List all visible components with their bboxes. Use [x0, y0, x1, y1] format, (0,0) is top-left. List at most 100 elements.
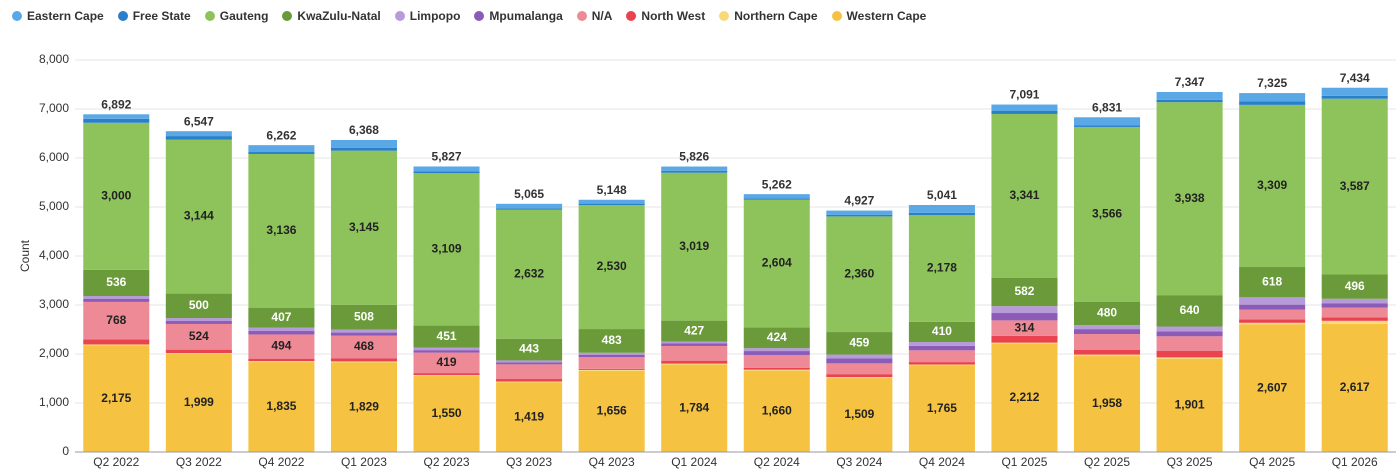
bar-segment — [743, 194, 810, 199]
legend-item[interactable]: Western Cape — [831, 9, 926, 23]
x-tick-label: Q4 2024 — [919, 455, 965, 469]
bar-segment — [991, 277, 1058, 307]
bar-segment — [248, 307, 315, 328]
bar-segment — [330, 361, 397, 363]
data-label: 410 — [932, 324, 952, 338]
data-label: 443 — [519, 342, 539, 356]
bar-segment — [1239, 304, 1306, 310]
bar-segment — [743, 199, 810, 328]
bar-segment — [578, 205, 645, 330]
legend-label: N/A — [591, 9, 613, 23]
data-label: 3,145 — [349, 220, 379, 234]
data-label: 500 — [189, 298, 209, 312]
x-tick-label: Q3 2025 — [1167, 455, 1213, 469]
bar-segment — [991, 320, 1058, 336]
bar-segment — [908, 364, 975, 366]
bar-segment — [1074, 334, 1141, 350]
bar-segment — [413, 173, 480, 326]
legend-item[interactable]: KwaZulu-Natal — [282, 9, 381, 23]
bar-segment — [578, 357, 645, 369]
total-label: 6,368 — [349, 123, 379, 137]
x-tick-label: Q2 2022 — [93, 455, 139, 469]
bar-segment — [578, 368, 645, 370]
legend-item[interactable]: Northern Cape — [719, 9, 818, 23]
bar-segment — [330, 329, 397, 333]
bar-segment — [1239, 309, 1306, 320]
bar-segment — [1156, 102, 1223, 296]
legend-item[interactable]: Gauteng — [204, 9, 268, 23]
data-label: 451 — [437, 329, 457, 343]
data-label: 314 — [1014, 320, 1034, 334]
bar-segment — [1239, 322, 1306, 325]
bar-segment — [165, 321, 232, 324]
bar-segment — [413, 166, 480, 172]
bar-segment — [248, 334, 315, 359]
bar-segment — [991, 313, 1058, 321]
legend-label: Free State — [132, 9, 191, 23]
legend-item[interactable]: Eastern Cape — [12, 9, 104, 23]
bar-segment — [991, 343, 1058, 452]
bar-segment — [165, 323, 232, 350]
bar-segment — [1321, 98, 1388, 275]
y-tick-label: 1,000 — [39, 395, 69, 409]
data-label: 1,656 — [597, 404, 627, 418]
legend-item[interactable]: Limpopo — [394, 9, 460, 23]
bar-segment — [1156, 331, 1223, 337]
legend-item[interactable]: N/A — [576, 9, 613, 23]
bar-segment — [248, 358, 315, 362]
bar-segment — [413, 171, 480, 174]
legend-item[interactable]: North West — [626, 9, 705, 23]
bar-segment — [661, 172, 728, 321]
bar-segment — [330, 332, 397, 336]
bar-segment — [908, 362, 975, 365]
bar-segment — [413, 347, 480, 351]
total-label: 4,927 — [844, 194, 874, 208]
total-label: 6,547 — [184, 114, 214, 128]
bar-segment — [496, 209, 563, 339]
data-label: 2,530 — [597, 259, 627, 273]
bar-segment — [1156, 326, 1223, 332]
bar-segment — [743, 369, 810, 371]
data-label: 2,607 — [1257, 380, 1287, 394]
y-tick-label: 3,000 — [39, 297, 69, 311]
y-tick-label: 8,000 — [39, 52, 69, 66]
bar-segment — [991, 113, 1058, 278]
bar-segment — [991, 306, 1058, 314]
data-label: 459 — [849, 335, 869, 349]
data-label: 3,136 — [266, 223, 296, 237]
x-tick-label: Q4 2025 — [1249, 455, 1295, 469]
legend-item[interactable]: Free State — [117, 9, 191, 23]
bar-segment — [496, 203, 563, 209]
bar-segment — [661, 363, 728, 365]
bar-segment — [83, 345, 150, 452]
bar-segment — [496, 379, 563, 382]
legend-item[interactable]: Mpumalanga — [474, 9, 563, 23]
bar-segment — [578, 199, 645, 204]
y-tick-label: 2,000 — [39, 346, 69, 360]
bar-segment — [1156, 351, 1223, 358]
data-label: 1,835 — [266, 399, 296, 413]
x-tick-label: Q3 2022 — [176, 455, 222, 469]
bar-segment — [83, 114, 150, 119]
bar-segment — [1321, 307, 1388, 318]
legend-label: KwaZulu-Natal — [297, 9, 381, 23]
total-label: 6,831 — [1092, 100, 1122, 114]
bar-segment — [1239, 324, 1306, 452]
bar-segment — [496, 338, 563, 361]
total-label: 5,065 — [514, 187, 544, 201]
bar-segment — [248, 331, 315, 335]
bar-segment — [83, 301, 150, 340]
data-label: 3,144 — [184, 209, 214, 223]
bar-segment — [826, 377, 893, 379]
bar-segment — [1074, 329, 1141, 335]
bar-segment — [826, 210, 893, 215]
bar-segment — [1074, 349, 1141, 355]
data-label: 468 — [354, 339, 374, 353]
data-label: 424 — [767, 330, 787, 344]
bar-segment — [743, 198, 810, 200]
bar-segment — [1321, 274, 1388, 299]
bar-segment — [248, 152, 315, 154]
bar-segment — [83, 298, 150, 302]
x-tick-label: Q1 2023 — [341, 455, 387, 469]
